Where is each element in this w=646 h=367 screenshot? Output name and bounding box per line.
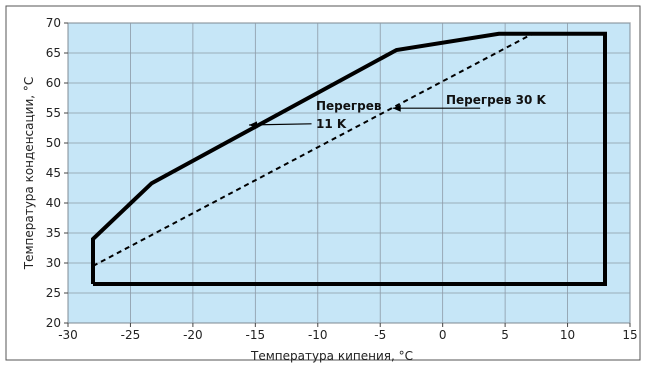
x-tick-label: -30 xyxy=(58,328,78,342)
annotation-arrow-head xyxy=(392,104,401,112)
x-tick-label: -10 xyxy=(308,328,328,342)
superheat-annotation: Перегрев 11 K xyxy=(249,99,382,131)
y-tick-label: 45 xyxy=(46,166,61,180)
superheat-30k-line xyxy=(92,32,534,284)
x-tick-label: 0 xyxy=(439,328,447,342)
y-tick-label: 55 xyxy=(46,106,61,120)
annotation-arrow-shaft xyxy=(249,123,312,126)
x-tick-label: -15 xyxy=(246,328,266,342)
y-tick-label: 70 xyxy=(46,16,61,30)
y-tick-label: 35 xyxy=(46,226,61,240)
x-tick-label: -20 xyxy=(183,328,203,342)
series-layer xyxy=(91,31,607,286)
x-axis-label: Температура кипения, °C xyxy=(250,349,413,363)
x-tick-label: -25 xyxy=(121,328,141,342)
x-tick-label: 5 xyxy=(501,328,509,342)
y-tick-label: 65 xyxy=(46,46,61,60)
x-tick-label: 10 xyxy=(560,328,575,342)
tick-labels: -30 -25 -20 -15 -10 -5 0 5 10 15 20 25 30 35 40 45 50 55 6… xyxy=(46,16,638,342)
y-tick-label: 25 xyxy=(46,286,61,300)
annotation-text: 11 K xyxy=(316,117,347,131)
operating-envelope xyxy=(91,31,607,286)
superheat-annotation: Перегрев 30 K xyxy=(392,93,547,112)
annotations: Перегрев 11 K Перегрев 30 K xyxy=(249,93,547,131)
x-tick-label: 15 xyxy=(622,328,637,342)
y-tick-label: 60 xyxy=(46,76,61,90)
annotation-text: Перегрев xyxy=(316,99,382,113)
annotation-arrow-head xyxy=(249,121,258,129)
gridlines xyxy=(67,22,631,324)
y-tick-label: 20 xyxy=(46,316,61,330)
annotation-text: Перегрев 30 K xyxy=(446,93,547,107)
y-tick-label: 50 xyxy=(46,136,61,150)
x-tick-label: -5 xyxy=(374,328,386,342)
y-tick-label: 30 xyxy=(46,256,61,270)
y-tick-label: 40 xyxy=(46,196,61,210)
y-axis-label: Температура конденсации, °C xyxy=(22,77,36,271)
